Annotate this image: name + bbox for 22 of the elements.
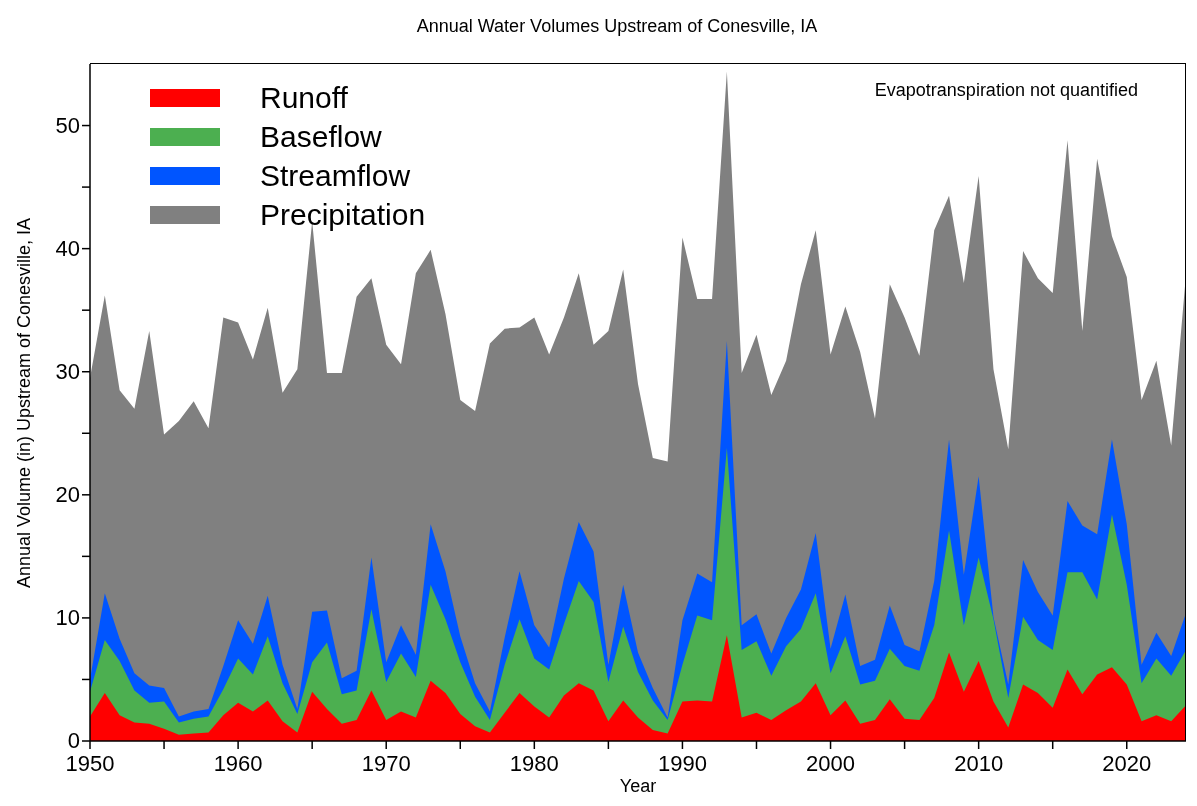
x-tick-label: 1990: [657, 751, 707, 776]
x-tick-label: 2010: [954, 751, 1004, 776]
legend-label: Precipitation: [260, 197, 426, 232]
y-tick-label: 40: [55, 235, 80, 261]
chart-title: Annual Water Volumes Upstream of Conesville, IA: [415, 16, 819, 37]
x-tick-label: 1960: [213, 751, 263, 776]
legend-label: Baseflow: [260, 119, 382, 154]
y-tick-label: 30: [55, 358, 80, 384]
y-tick-label: 10: [55, 604, 80, 630]
y-axis-title: Annual Volume (in) Upstream of Conesville, IA: [13, 217, 35, 588]
x-tick-label: 1970: [361, 751, 411, 776]
y-tick-label: 20: [55, 481, 80, 507]
x-tick-label: 1980: [509, 751, 559, 776]
x-tick-label: 2020: [1102, 751, 1152, 776]
y-tick-label: 50: [55, 112, 80, 138]
x-tick-label: 2000: [806, 751, 856, 776]
x-axis-title: Year: [618, 776, 658, 797]
y-tick-label: 0: [67, 728, 80, 753]
annotation: Evapotranspiration not quantified: [874, 80, 1138, 101]
legend-label: Streamflow: [260, 158, 411, 193]
x-tick-label: 1950: [65, 751, 115, 776]
legend-label: Runoff: [260, 80, 348, 115]
